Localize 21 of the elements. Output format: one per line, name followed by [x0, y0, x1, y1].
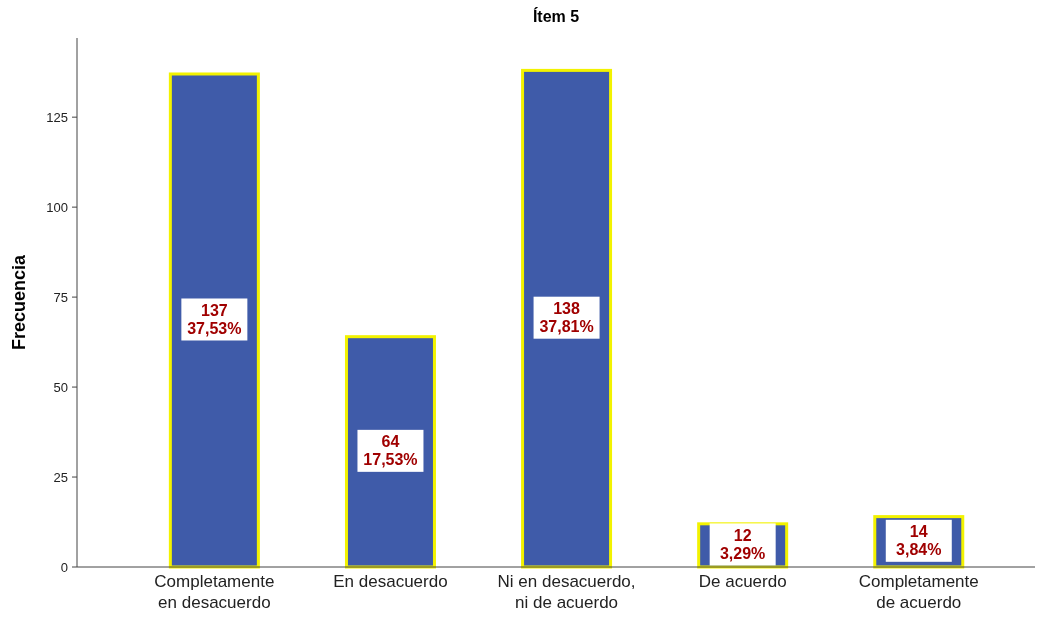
y-tick-label: 125: [46, 109, 68, 125]
data-label: 12 3,29%: [719, 527, 766, 563]
y-tick-label: 75: [53, 289, 68, 305]
y-tick-label: 25: [53, 469, 68, 485]
x-tick-label: De acuerdo: [698, 572, 787, 591]
y-tick-label: 0: [60, 559, 68, 575]
bar: [521, 68, 613, 569]
data-label: 64 17,53%: [363, 433, 418, 469]
y-tick-label: 100: [46, 199, 68, 215]
x-tick-label: Ni en desacuerdo, ni de acuerdo: [497, 572, 636, 612]
data-label: 137 37,53%: [187, 302, 242, 338]
x-tick-label: Completamente de acuerdo: [858, 572, 979, 612]
bar: [344, 335, 436, 569]
x-tick-label: En desacuerdo: [333, 572, 448, 591]
data-label: 14 3,84%: [896, 523, 942, 559]
x-tick-label: Completamente en desacuerdo: [154, 572, 275, 612]
data-label: 138 37,81%: [539, 300, 594, 336]
y-axis-title: Frecuencia: [9, 253, 29, 351]
bar: [168, 72, 260, 569]
chart-title: Ítem 5: [532, 7, 580, 25]
y-tick-label: 50: [53, 379, 68, 395]
